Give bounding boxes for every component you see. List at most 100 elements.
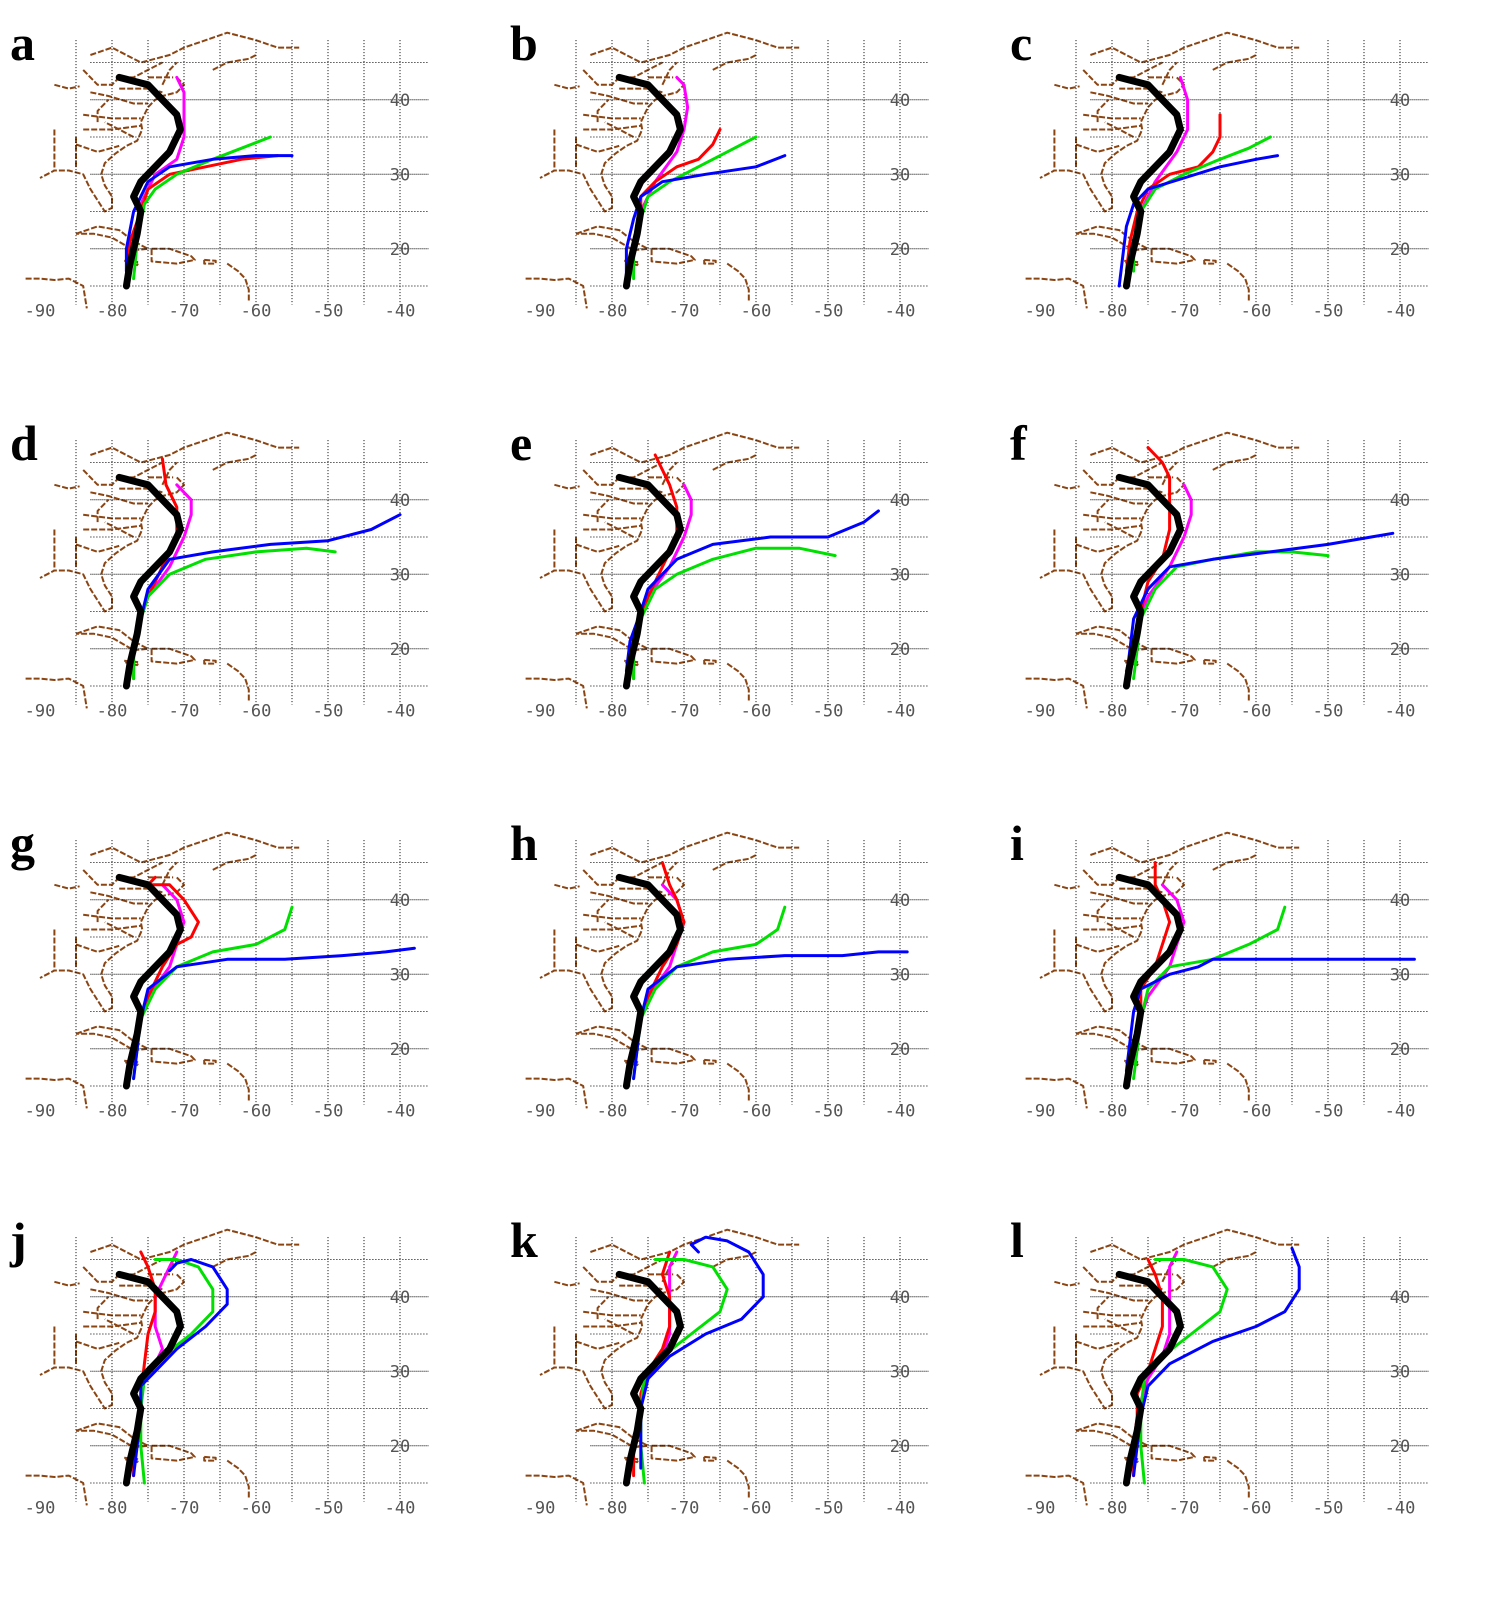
- coastline: [1212, 54, 1257, 71]
- map-l: -90 -80 -70 -60 -50 -40 40 30 20: [1025, 1228, 1429, 1518]
- coastline: [583, 924, 641, 931]
- coastlines: [1025, 831, 1300, 1109]
- coastline: [1096, 899, 1110, 923]
- panel-label: e: [510, 415, 533, 471]
- coastline: [1203, 658, 1217, 665]
- coastline: [1090, 1288, 1148, 1302]
- lat-tick-label: 30: [390, 965, 410, 985]
- coastline: [703, 258, 717, 265]
- lon-tick-label: -60: [241, 1101, 272, 1121]
- coastline: [1075, 1025, 1149, 1052]
- coastline: [1104, 521, 1135, 538]
- coastline: [90, 31, 300, 64]
- coastline: [203, 1455, 217, 1462]
- lat-tick-label: 20: [890, 240, 910, 260]
- coastline: [525, 277, 588, 309]
- lon-tick-label: -90: [1025, 301, 1056, 321]
- coastline: [226, 1459, 250, 1498]
- lat-tick-label: 30: [390, 165, 410, 185]
- lat-tick-label: 20: [1390, 1437, 1410, 1457]
- lon-tick-label: -50: [313, 1101, 344, 1121]
- lat-tick-label: 20: [390, 1437, 410, 1457]
- panel-i: -90 -80 -70 -60 -50 -40 40 30 20 i: [1000, 800, 1500, 1200]
- coastline: [554, 1280, 580, 1287]
- map-b: -90 -80 -70 -60 -50 -40 40 30 20: [525, 31, 929, 321]
- lat-tick-label: 40: [890, 91, 910, 111]
- map-g: -90 -80 -70 -60 -50 -40 40 30 20: [25, 831, 429, 1121]
- lat-tick-label: 30: [890, 1362, 910, 1382]
- coastline: [1096, 499, 1110, 523]
- coastline: [1226, 1062, 1250, 1101]
- track-reference-black: [615, 1270, 684, 1487]
- lon-tick-label: -50: [813, 1101, 844, 1121]
- coastline: [1054, 483, 1080, 490]
- track-blue: [124, 154, 294, 273]
- lon-tick-label: -90: [525, 1498, 556, 1518]
- coastline: [83, 124, 141, 131]
- coastline: [1150, 647, 1196, 665]
- coastlines: [525, 31, 800, 309]
- coastline: [575, 1422, 649, 1449]
- coastline: [150, 1444, 196, 1462]
- lat-tick-label: 40: [390, 491, 410, 511]
- coastline: [90, 831, 300, 864]
- coastline: [1075, 1340, 1120, 1350]
- coastline: [75, 943, 120, 953]
- track-reference-black: [1115, 73, 1184, 290]
- coastlines: [25, 831, 300, 1109]
- coastline: [150, 647, 196, 665]
- panel-label: b: [510, 15, 538, 71]
- coastline: [1150, 1047, 1196, 1065]
- lon-tick-label: -70: [169, 1101, 200, 1121]
- track-blue: [132, 946, 416, 1081]
- coastline: [650, 1047, 696, 1065]
- coastline: [712, 454, 757, 471]
- coastline: [54, 1280, 80, 1287]
- coastline: [226, 1062, 250, 1101]
- lon-tick-label: -60: [1241, 1101, 1272, 1121]
- coastline: [226, 662, 250, 701]
- coastline: [1203, 1058, 1217, 1065]
- lat-tick-label: 40: [390, 1288, 410, 1308]
- coastline: [1203, 1455, 1217, 1462]
- coastline: [1090, 491, 1148, 505]
- track-green: [1132, 550, 1330, 681]
- lon-tick-label: -80: [97, 301, 128, 321]
- coastline: [1039, 76, 1185, 213]
- lon-tick-label: -60: [741, 701, 772, 721]
- coastline: [583, 1321, 641, 1328]
- coastline: [75, 1422, 149, 1449]
- track-reference-black: [615, 73, 684, 290]
- coastline: [1212, 1251, 1257, 1268]
- lon-tick-label: -40: [885, 1101, 916, 1121]
- coastline: [1096, 1296, 1110, 1320]
- lat-tick-label: 20: [1390, 240, 1410, 260]
- lat-tick-label: 40: [390, 891, 410, 911]
- coastline: [1075, 225, 1149, 252]
- coastline: [604, 921, 635, 938]
- coastline: [1054, 883, 1080, 890]
- coastline: [712, 54, 757, 71]
- lat-tick-label: 40: [890, 891, 910, 911]
- lon-tick-label: -50: [813, 1498, 844, 1518]
- coastline: [161, 861, 178, 886]
- lat-tick-label: 20: [890, 640, 910, 660]
- track-reference-black: [615, 473, 684, 690]
- coastline: [590, 1228, 800, 1261]
- coastline: [1090, 91, 1148, 105]
- lon-tick-label: -50: [813, 701, 844, 721]
- map-f: -90 -80 -70 -60 -50 -40 40 30 20: [1025, 431, 1429, 721]
- coastline: [596, 499, 610, 523]
- coastline: [54, 883, 80, 890]
- lon-tick-label: -80: [1097, 1101, 1128, 1121]
- coastline: [590, 91, 648, 105]
- lon-tick-label: -70: [1169, 701, 1200, 721]
- lat-tick-label: 20: [1390, 1040, 1410, 1060]
- panel-label: k: [510, 1212, 538, 1268]
- coastlines: [525, 831, 800, 1109]
- map-i: -90 -80 -70 -60 -50 -40 40 30 20: [1025, 831, 1429, 1121]
- coastline: [90, 431, 300, 464]
- coastline: [90, 491, 148, 505]
- track-reference-black: [1115, 873, 1184, 1090]
